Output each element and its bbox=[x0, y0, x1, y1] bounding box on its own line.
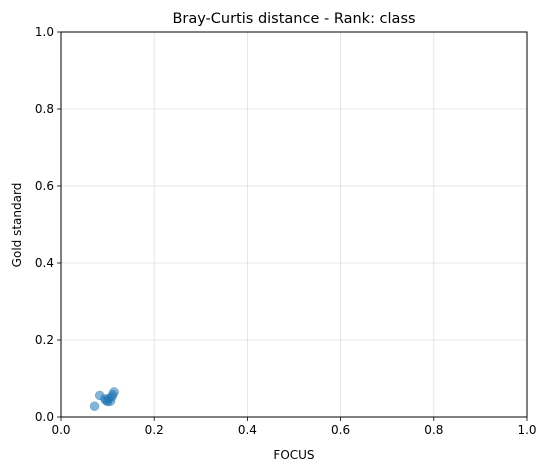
y-tick-label: 1.0 bbox=[35, 25, 54, 39]
plot-frame bbox=[60, 31, 528, 418]
y-tick-label: 0.2 bbox=[35, 333, 54, 347]
x-tick-label: 0.4 bbox=[238, 423, 257, 437]
y-tick-label: 0.4 bbox=[35, 256, 54, 270]
x-tick-label: 1.0 bbox=[517, 423, 536, 437]
y-axis-ticks: 0.0 0.2 0.4 0.6 0.8 1.0 bbox=[35, 25, 61, 424]
scatter-point bbox=[89, 401, 100, 411]
x-tick-label: 0.8 bbox=[424, 423, 443, 437]
data-points bbox=[89, 387, 119, 411]
chart-title: Bray-Curtis distance - Rank: class bbox=[172, 11, 415, 27]
x-tick-label: 0.0 bbox=[51, 423, 70, 437]
y-tick-label: 0.0 bbox=[35, 410, 54, 424]
x-tick-label: 0.2 bbox=[145, 423, 164, 437]
x-tick-label: 0.6 bbox=[331, 423, 350, 437]
y-axis-label: Gold standard bbox=[10, 183, 24, 268]
y-tick-label: 0.6 bbox=[35, 179, 54, 193]
x-axis-ticks: 0.0 0.2 0.4 0.6 0.8 1.0 bbox=[51, 417, 537, 437]
grid-lines bbox=[60, 31, 528, 418]
scatter-point bbox=[109, 387, 119, 397]
x-axis-label: FOCUS bbox=[273, 448, 314, 462]
y-tick-label: 0.8 bbox=[35, 102, 54, 116]
